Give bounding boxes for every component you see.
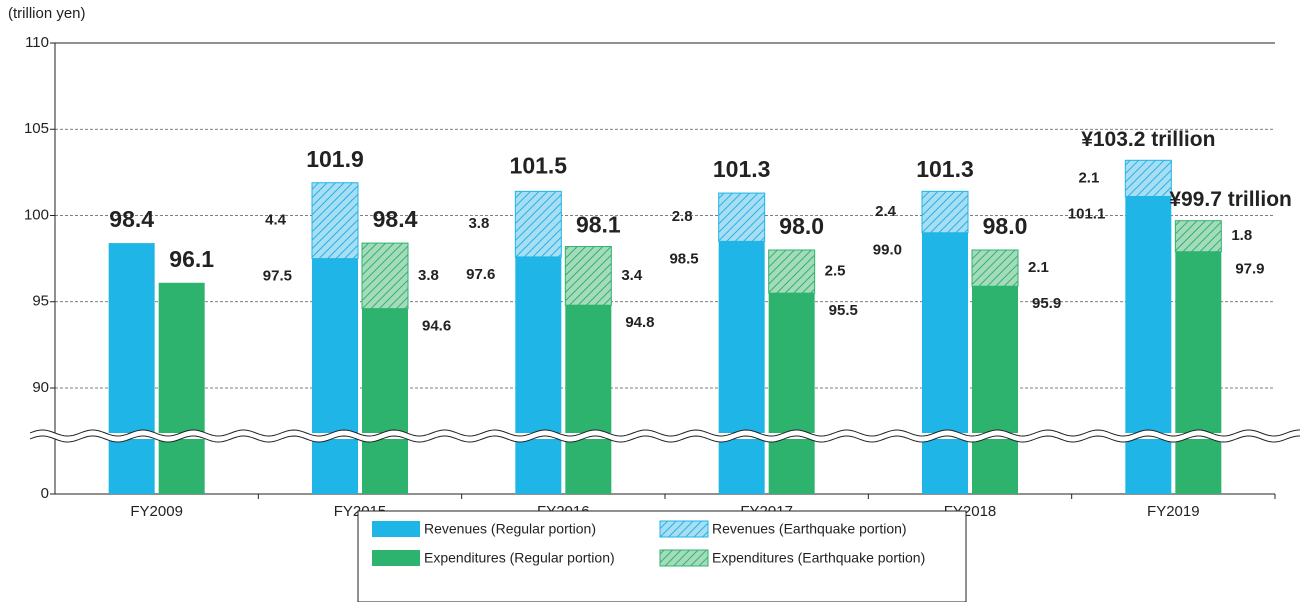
y-tick-label: 100: [24, 206, 49, 223]
total-label: ¥99.7 trillion: [1169, 188, 1292, 211]
bar-segment: [514, 190, 562, 258]
segment-label: 95.9: [1032, 295, 1061, 312]
segment-label: 2.1: [1028, 259, 1049, 276]
bar-segment: [311, 182, 359, 260]
y-tick-label: 0: [41, 485, 49, 502]
segment-label: 2.8: [672, 208, 693, 225]
bar-segment: [565, 305, 612, 494]
segment-label: 101.1: [1068, 205, 1106, 222]
segment-label: 95.5: [829, 302, 858, 319]
total-label: 98.4: [109, 206, 154, 232]
segment-label: 3.8: [418, 267, 439, 284]
segment-label: 99.0: [873, 242, 902, 259]
legend-label: Revenues (Earthquake portion): [712, 521, 907, 537]
bar-segment: [158, 282, 205, 494]
legend-swatch: [659, 520, 709, 538]
legend-label: Expenditures (Earthquake portion): [712, 550, 925, 566]
segment-label: 3.8: [468, 215, 489, 232]
bar-segment: [1124, 159, 1172, 198]
total-label: 98.0: [779, 213, 824, 239]
segment-label: 1.8: [1231, 227, 1252, 244]
y-tick-label: 95: [32, 293, 49, 310]
total-label: 101.3: [713, 156, 771, 182]
legend-label: Revenues (Regular portion): [424, 521, 596, 537]
segment-label: 97.9: [1235, 261, 1264, 278]
segment-label: 97.5: [263, 268, 292, 285]
legend-label: Expenditures (Regular portion): [424, 550, 615, 566]
segment-label: 3.4: [621, 267, 643, 284]
x-tick-label: FY2019: [1147, 503, 1200, 520]
legend-swatch: [659, 549, 709, 567]
total-label: ¥103.2 trillion: [1081, 128, 1215, 151]
y-axis-label: (trillion yen): [8, 5, 86, 22]
bar-segment: [921, 190, 969, 234]
segment-label: 2.4: [875, 203, 897, 220]
y-tick-label: 105: [24, 120, 49, 137]
bar-segment: [972, 286, 1018, 494]
total-label: 101.3: [916, 156, 974, 182]
segment-label: 98.5: [669, 250, 698, 267]
y-tick-label: 90: [32, 379, 49, 396]
total-label: 101.9: [306, 146, 364, 172]
bar-segment: [108, 243, 155, 494]
total-label: 98.1: [576, 211, 621, 237]
segment-label: 94.8: [625, 314, 654, 331]
segment-label: 2.5: [825, 263, 846, 280]
bar-segment: [922, 232, 968, 494]
bar-segment: [1174, 220, 1222, 253]
total-label: 98.4: [373, 206, 418, 232]
total-label: 96.1: [169, 246, 214, 272]
axis-break: [29, 429, 1301, 437]
bar-segment: [361, 242, 409, 310]
bar-segment: [718, 192, 766, 242]
segment-label: 94.6: [422, 318, 451, 335]
bar-segment: [515, 256, 562, 494]
segment-label: 2.1: [1078, 169, 1099, 186]
segment-label: 4.4: [265, 212, 287, 229]
axis-break: [29, 435, 1301, 443]
y-tick-label: 110: [25, 34, 49, 51]
segment-label: 97.6: [466, 266, 495, 283]
bar-segment: [768, 249, 816, 294]
x-tick-label: FY2009: [130, 503, 183, 520]
legend-swatch: [372, 521, 420, 537]
bar-segment: [1175, 251, 1222, 494]
bar-segment: [768, 293, 815, 494]
legend-swatch: [372, 550, 420, 566]
bar-segment: [718, 241, 765, 494]
bar-segment: [312, 258, 358, 494]
axis-break-band: [30, 433, 1300, 439]
bar-segment: [1125, 196, 1172, 494]
total-label: 101.5: [510, 153, 568, 179]
bar-segment: [564, 246, 612, 306]
total-label: 98.0: [983, 213, 1028, 239]
bar-segment: [362, 308, 408, 494]
bar-segment: [971, 249, 1019, 287]
